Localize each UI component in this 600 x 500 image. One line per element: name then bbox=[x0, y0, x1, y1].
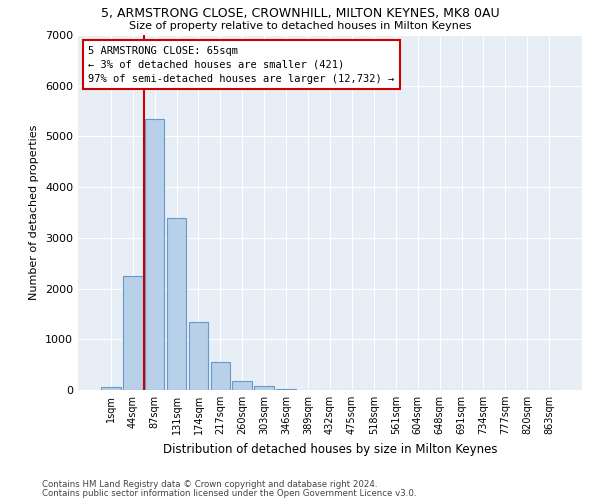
Text: 5, ARMSTRONG CLOSE, CROWNHILL, MILTON KEYNES, MK8 0AU: 5, ARMSTRONG CLOSE, CROWNHILL, MILTON KE… bbox=[101, 8, 499, 20]
Bar bbox=[123, 276, 143, 390]
Bar bbox=[276, 389, 296, 390]
Text: Size of property relative to detached houses in Milton Keynes: Size of property relative to detached ho… bbox=[129, 21, 471, 31]
Text: Contains HM Land Registry data © Crown copyright and database right 2024.: Contains HM Land Registry data © Crown c… bbox=[42, 480, 377, 489]
Y-axis label: Number of detached properties: Number of detached properties bbox=[29, 125, 40, 300]
Bar bbox=[232, 381, 252, 390]
Bar bbox=[211, 362, 230, 390]
X-axis label: Distribution of detached houses by size in Milton Keynes: Distribution of detached houses by size … bbox=[163, 442, 497, 456]
Bar bbox=[167, 218, 187, 390]
Bar bbox=[188, 322, 208, 390]
Bar bbox=[101, 388, 121, 390]
Text: Contains public sector information licensed under the Open Government Licence v3: Contains public sector information licen… bbox=[42, 490, 416, 498]
Text: 5 ARMSTRONG CLOSE: 65sqm
← 3% of detached houses are smaller (421)
97% of semi-d: 5 ARMSTRONG CLOSE: 65sqm ← 3% of detache… bbox=[88, 46, 394, 84]
Bar bbox=[145, 118, 164, 390]
Bar bbox=[254, 386, 274, 390]
